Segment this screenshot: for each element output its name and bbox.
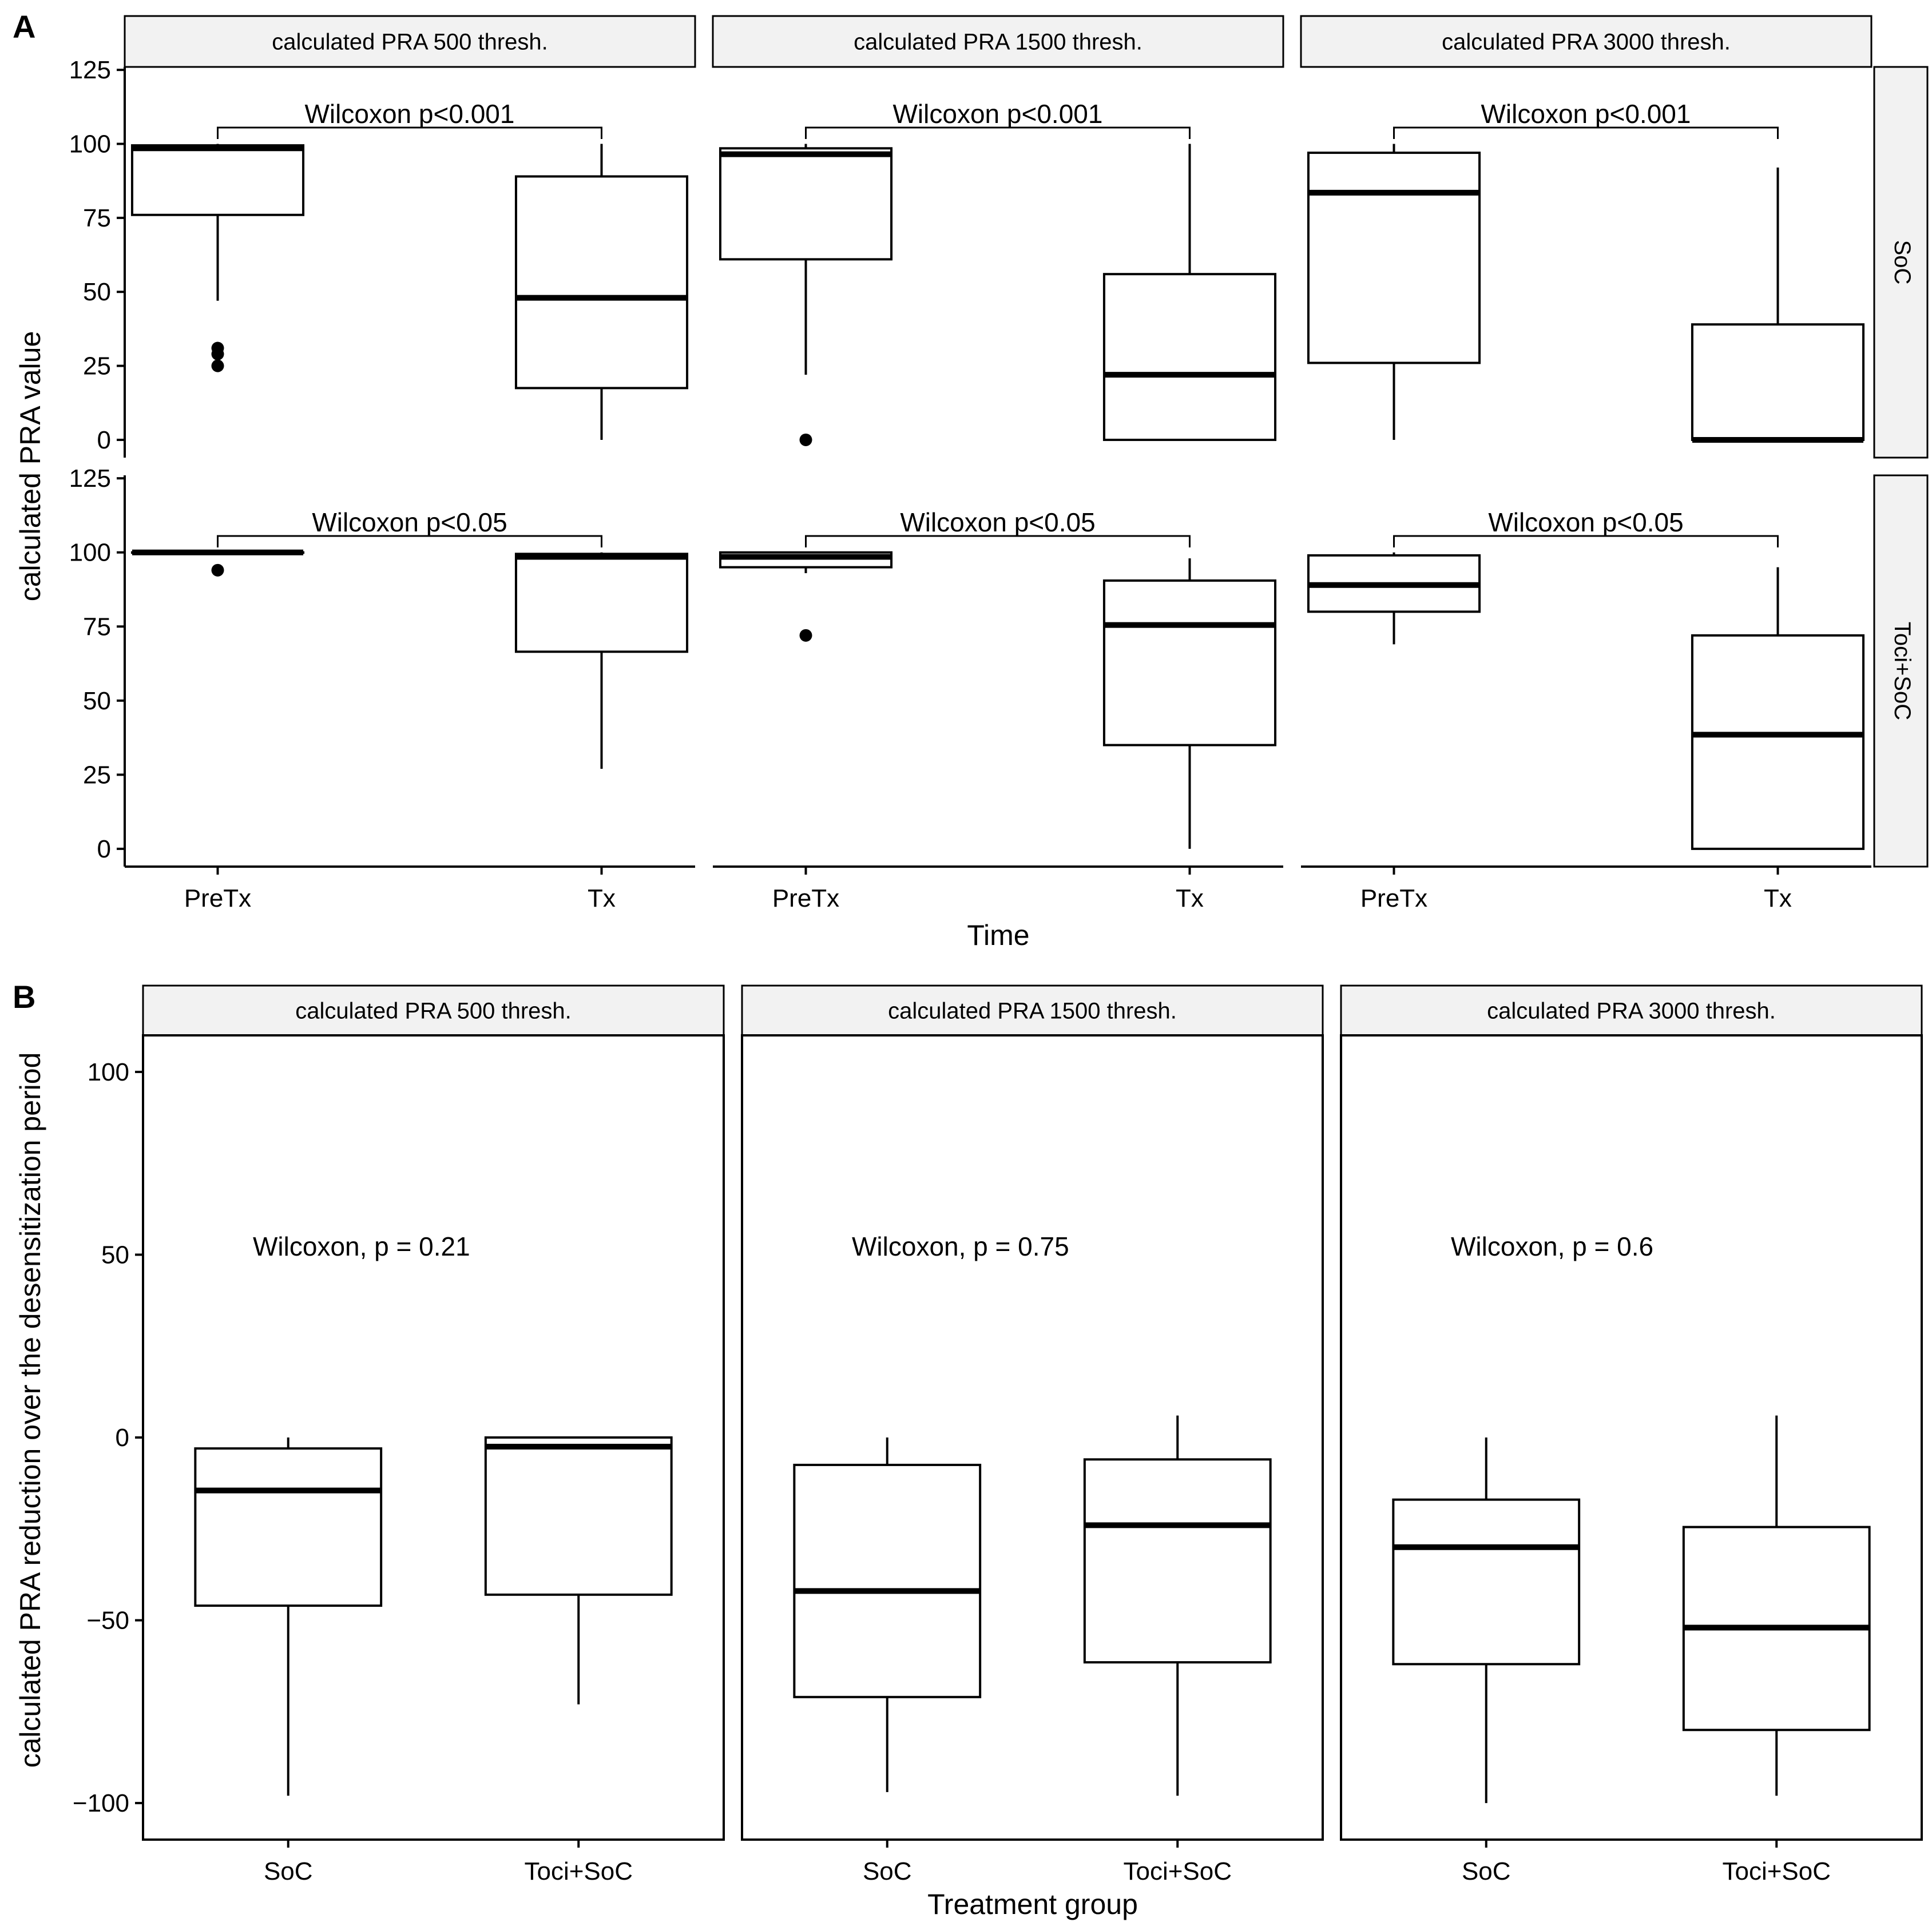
significance-bracket xyxy=(217,535,602,547)
y-tick-label: 50 xyxy=(83,687,111,715)
box-iqr xyxy=(1083,1458,1272,1664)
y-tick-label: 125 xyxy=(69,464,111,493)
box-iqr xyxy=(514,175,689,390)
x-tick-label: Toci+SoC xyxy=(524,1857,633,1885)
box-iqr xyxy=(1102,579,1277,746)
facet-strip-a xyxy=(712,15,1284,68)
x-tick-label: PreTx xyxy=(772,884,839,912)
significance-bracket xyxy=(217,126,602,139)
y-tick-label: −100 xyxy=(73,1789,129,1817)
facet-strip-a xyxy=(124,15,696,68)
box-iqr xyxy=(1691,323,1865,441)
y-tick-label: 100 xyxy=(69,539,111,567)
box-iqr xyxy=(1307,152,1481,364)
box-iqr xyxy=(130,144,305,216)
wilcoxon-label: Wilcoxon, p = 0.75 xyxy=(852,1232,1069,1261)
y-axis-title: calculated PRA reduction over the desens… xyxy=(14,1053,46,1768)
panel-a-tag: A xyxy=(13,9,35,45)
significance-label: Wilcoxon p<0.05 xyxy=(1488,507,1683,537)
row-strip-label: Toci+SoC xyxy=(1890,622,1915,720)
y-tick-label: −50 xyxy=(86,1607,129,1635)
x-tick-label: PreTx xyxy=(184,884,251,912)
outlier-point xyxy=(211,563,224,577)
row-strip-a xyxy=(1873,474,1929,868)
significance-label: Wilcoxon p<0.001 xyxy=(893,99,1103,129)
box-iqr xyxy=(484,1436,673,1596)
box-iqr xyxy=(1691,634,1865,850)
y-tick-label: 0 xyxy=(97,835,111,863)
y-tick-label: 100 xyxy=(69,130,111,158)
box-iqr xyxy=(514,553,689,653)
y-tick-label: 0 xyxy=(116,1424,129,1452)
outlier-point xyxy=(211,359,224,372)
panel-border-b xyxy=(1340,1034,1923,1841)
y-tick-label: 100 xyxy=(88,1058,129,1086)
significance-bracket xyxy=(1393,126,1779,139)
box-iqr xyxy=(194,1447,383,1607)
box-iqr xyxy=(793,1463,982,1698)
facet-strip-b xyxy=(1340,984,1923,1037)
x-tick-label: SoC xyxy=(863,1857,912,1885)
y-tick-label: 125 xyxy=(69,56,111,84)
significance-label: Wilcoxon p<0.05 xyxy=(900,507,1095,537)
x-tick-label: SoC xyxy=(264,1857,313,1885)
y-tick-label: 0 xyxy=(97,426,111,454)
significance-label: Wilcoxon p<0.05 xyxy=(312,507,507,537)
box-iqr xyxy=(1102,273,1277,441)
facet-strip-label: calculated PRA 3000 thresh. xyxy=(1487,999,1776,1024)
significance-bracket xyxy=(805,535,1191,547)
x-tick-label: Toci+SoC xyxy=(1123,1857,1232,1885)
facet-strip-a xyxy=(1300,15,1873,68)
x-tick-label: SoC xyxy=(1462,1857,1511,1885)
facet-strip-label: calculated PRA 3000 thresh. xyxy=(1442,30,1731,55)
facet-strip-label: calculated PRA 500 thresh. xyxy=(295,999,572,1024)
facet-strip-b xyxy=(741,984,1324,1037)
panel-b-plot: calculated PRA 500 thresh. SoC Toci+SoC cal… xyxy=(14,984,1923,1920)
y-tick-label: 50 xyxy=(101,1241,129,1269)
facet-strip-b xyxy=(142,984,725,1037)
x-tick-label: Tx xyxy=(1764,884,1792,912)
y-tick-label: 75 xyxy=(83,204,111,232)
significance-bracket xyxy=(1393,535,1779,547)
outlier-point xyxy=(799,433,812,446)
y-axis-title: calculated PRA value xyxy=(14,331,46,602)
y-tick-label: 25 xyxy=(83,352,111,380)
facet-strip-label: calculated PRA 1500 thresh. xyxy=(888,999,1177,1024)
outlier-point xyxy=(211,347,224,360)
panel-a-plot: calculated PRA 500 thresh. calculated PRA… xyxy=(14,15,1929,951)
x-tick-label: Toci+SoC xyxy=(1722,1857,1831,1885)
facet-strip-label: calculated PRA 1500 thresh. xyxy=(854,30,1142,55)
outlier-point xyxy=(799,629,812,642)
x-axis-title: Time xyxy=(967,919,1029,951)
x-axis-title: Treatment group xyxy=(927,1888,1138,1920)
box-iqr xyxy=(1392,1498,1581,1666)
y-tick-label: 25 xyxy=(83,761,111,789)
wilcoxon-label: Wilcoxon, p = 0.6 xyxy=(1451,1232,1653,1261)
row-strip-label: SoC xyxy=(1890,240,1915,285)
box-iqr xyxy=(719,147,893,261)
y-tick-label: 75 xyxy=(83,613,111,641)
wilcoxon-label: Wilcoxon, p = 0.21 xyxy=(253,1232,470,1261)
x-tick-label: Tx xyxy=(1176,884,1204,912)
significance-label: Wilcoxon p<0.001 xyxy=(305,99,515,129)
significance-bracket xyxy=(805,126,1191,139)
y-tick-label: 50 xyxy=(83,278,111,306)
x-tick-label: PreTx xyxy=(1360,884,1427,912)
panel-b-tag: B xyxy=(13,979,35,1015)
significance-label: Wilcoxon p<0.001 xyxy=(1481,99,1691,129)
facet-strip-label: calculated PRA 500 thresh. xyxy=(272,30,548,55)
x-tick-label: Tx xyxy=(588,884,616,912)
panel-border-b xyxy=(741,1034,1324,1841)
row-strip-a xyxy=(1873,66,1929,459)
